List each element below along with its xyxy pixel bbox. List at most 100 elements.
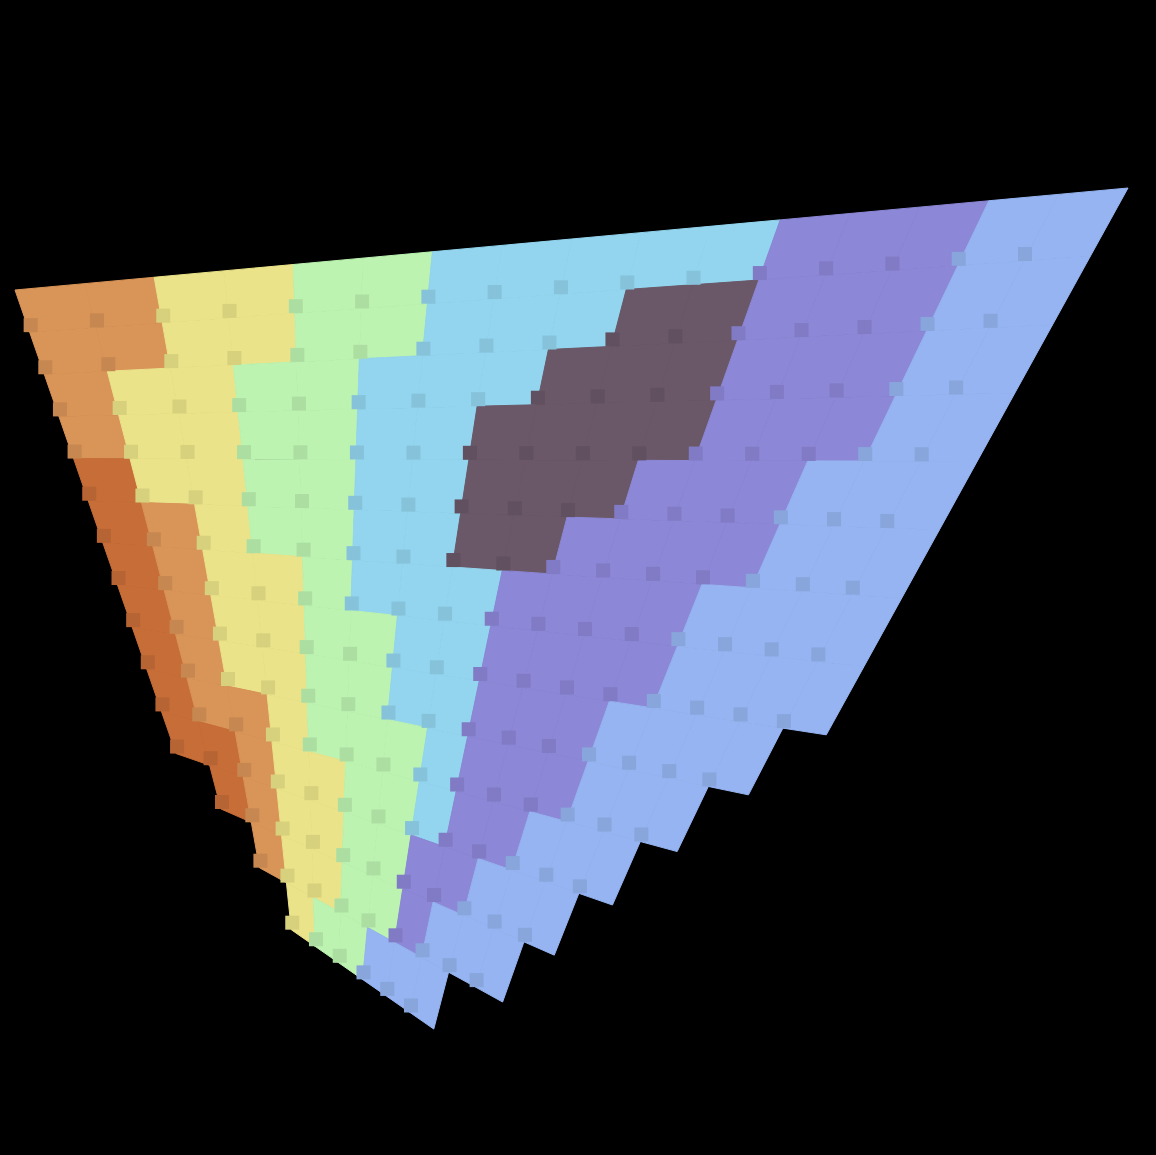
voxel-edge [253, 854, 267, 868]
voxel-cell [130, 459, 195, 505]
voxel-edge [68, 445, 82, 459]
voxel-cell [30, 327, 108, 374]
voxel-cell [211, 595, 262, 647]
voxel-edge [687, 271, 701, 285]
voxel-edge [662, 764, 676, 778]
voxel-edge [827, 512, 841, 526]
voxel-edge [473, 667, 487, 681]
voxel-edge [796, 577, 810, 591]
voxel-edge [341, 697, 355, 711]
voxel-cell [119, 414, 187, 459]
voxel-cell [582, 402, 657, 461]
voxel-cell [59, 415, 130, 459]
voxel-edge [646, 567, 660, 581]
voxel-edge [155, 697, 169, 711]
voxel-edge [667, 507, 681, 521]
voxel-edge [213, 627, 227, 641]
voxel-edge [811, 647, 825, 661]
voxel-edge [984, 314, 998, 328]
voxel-edge [819, 261, 833, 275]
voxel-cell [444, 567, 502, 626]
voxel-edge [366, 861, 380, 875]
voxel-edge [293, 445, 307, 459]
voxel-cell [708, 721, 783, 794]
voxel-edge [921, 317, 935, 331]
voxel-cell [494, 239, 572, 299]
voxel-edge [164, 354, 178, 368]
voxel-edge [343, 647, 357, 661]
voxel-edge [858, 447, 872, 461]
voxel-edge [443, 958, 457, 972]
voxel-edge [446, 553, 460, 567]
voxel-cell [15, 284, 96, 333]
voxel-edge [381, 706, 395, 720]
voxel-edge [765, 642, 779, 656]
voxel-edge [141, 655, 155, 669]
voxel-edge [156, 309, 170, 323]
voxel-edge [333, 949, 347, 963]
voxel-edge [170, 740, 184, 754]
voxel-edge [496, 557, 510, 571]
voxel-edge [438, 607, 452, 621]
voxel-edge [846, 581, 860, 595]
voxel-edge [430, 660, 444, 674]
voxel-edge [334, 898, 348, 912]
voxel-edge [280, 869, 294, 883]
voxel-cell [445, 792, 493, 859]
voxel-edge [542, 336, 556, 350]
voxel-edge [376, 757, 390, 771]
voxel-cell [990, 256, 1091, 327]
voxel-edge [690, 701, 704, 715]
voxel-edge [389, 928, 403, 942]
voxel-cell [436, 621, 491, 681]
voxel-edge [753, 266, 767, 280]
voxel-edge [309, 932, 323, 946]
voxel-edge [303, 737, 317, 751]
voxel-edge [561, 808, 575, 822]
voxel-edge [304, 786, 318, 800]
voxel-edge [858, 320, 872, 334]
voxel-edge [380, 982, 394, 996]
voxel-edge [591, 389, 605, 403]
voxel-edge [596, 563, 610, 577]
voxel-edge [192, 707, 206, 721]
voxel-edge [463, 446, 477, 460]
voxel-edge [647, 694, 661, 708]
voxel-edge [455, 499, 469, 513]
voxel-cell [141, 503, 202, 550]
voxel-edge [774, 510, 788, 524]
voxel-edge [271, 775, 285, 789]
voxel-edge [350, 445, 364, 459]
voxel-edge [345, 596, 359, 610]
voxel-edge [391, 602, 405, 616]
background [0, 0, 1156, 1155]
voxel-cell [461, 460, 526, 515]
voxel-cell [468, 681, 523, 745]
voxel-edge [340, 747, 354, 761]
voxel-edge [830, 383, 844, 397]
voxel-edge [295, 494, 309, 508]
voxel-edge [215, 795, 229, 809]
voxel-edge [457, 901, 471, 915]
voxel-edge [411, 394, 425, 408]
voxel-edge [462, 722, 476, 736]
voxel-edge [531, 391, 545, 405]
voxel-edge [598, 818, 612, 832]
voxel-cell [397, 564, 452, 621]
voxel-cell [153, 546, 211, 595]
voxel-edge [361, 913, 375, 927]
voxel-edge [518, 928, 532, 942]
voxel-edge [614, 505, 628, 519]
voxel-edge [949, 381, 963, 395]
voxel-cell [203, 550, 258, 601]
voxel-edge [620, 276, 634, 290]
voxel-cell [597, 343, 675, 403]
voxel-edge [546, 560, 560, 574]
voxel-edge [802, 447, 816, 461]
voxel-cell [514, 460, 582, 517]
voxel-edge [297, 543, 311, 557]
voxel-cell [524, 882, 579, 955]
voxel-edge [300, 640, 314, 654]
voxel-edge [721, 509, 735, 523]
voxel-edge [397, 875, 411, 889]
